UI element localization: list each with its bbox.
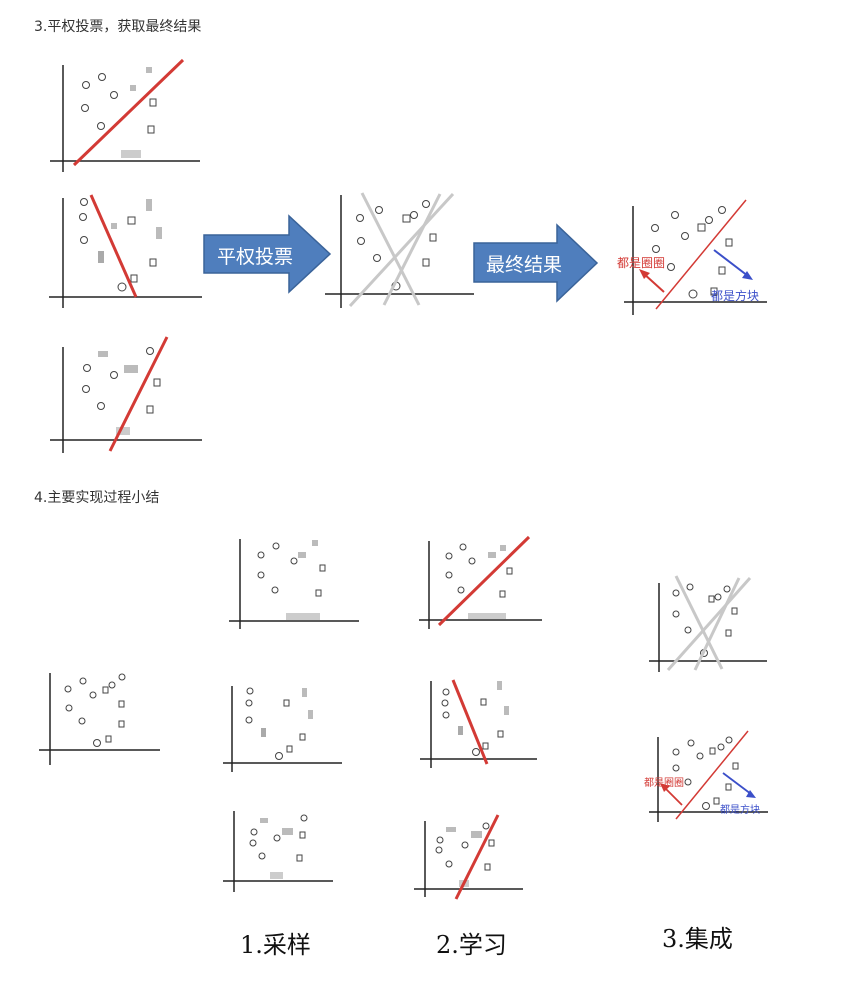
step-label-sampling: 1.采样 — [240, 931, 311, 959]
section-3-heading: 3.平权投票，获取最终结果 — [34, 19, 202, 35]
learn-plot-2-svg — [420, 679, 537, 768]
ensemble-overlay-plot — [646, 573, 771, 673]
final-plot-svg — [624, 199, 767, 315]
final-arrow-shape — [473, 223, 599, 303]
summary-original-plot — [36, 668, 166, 768]
learn-plot-2 — [417, 676, 542, 771]
overlay-plot — [322, 190, 482, 315]
ensemble-overlay-plot-svg — [649, 575, 767, 672]
vote-plot-1-svg — [50, 58, 200, 172]
vote-arrow-label: 平权投票 — [217, 246, 294, 268]
final-plot — [615, 198, 775, 318]
step-label-learning: 2.学习 — [436, 931, 507, 959]
sample-plot-3-svg — [223, 811, 333, 892]
sample-plot-2-svg — [223, 686, 342, 772]
final-note-squares: 都是方块 — [711, 289, 760, 303]
final-note-circles: 都是圈圈 — [617, 256, 666, 270]
final-arrow-label: 最终结果 — [486, 254, 563, 276]
sample-plot-1 — [228, 535, 363, 630]
vote-plot-1 — [46, 55, 206, 175]
learn-plot-1-svg — [419, 535, 542, 629]
learn-plot-3 — [411, 813, 526, 900]
vote-plot-2 — [46, 193, 206, 313]
final-arrow — [473, 223, 601, 304]
ensemble-note-squares: 都是方块 — [720, 805, 760, 816]
sample-plot-1-svg — [229, 539, 359, 629]
vote-plot-3 — [46, 333, 206, 458]
vote-arrow — [203, 214, 333, 295]
section-4-heading: 4.主要实现过程小结 — [34, 490, 160, 506]
learn-plot-3-svg — [414, 814, 523, 900]
vote-plot-3-svg — [50, 336, 202, 453]
sample-plot-2 — [220, 683, 345, 773]
overlay-plot-svg — [325, 192, 474, 308]
summary-original-plot-svg — [39, 673, 160, 765]
vote-arrow-shape — [203, 214, 332, 294]
ensemble-note-circles: 都是圈圈 — [644, 778, 684, 789]
learn-plot-1 — [416, 535, 546, 630]
sample-plot-3 — [222, 808, 337, 893]
ensemble-final-plot-svg — [649, 730, 768, 822]
vote-plot-2-svg — [49, 194, 202, 308]
step-label-ensemble: 3.集成 — [662, 925, 733, 953]
ensemble-final-plot — [642, 725, 772, 825]
